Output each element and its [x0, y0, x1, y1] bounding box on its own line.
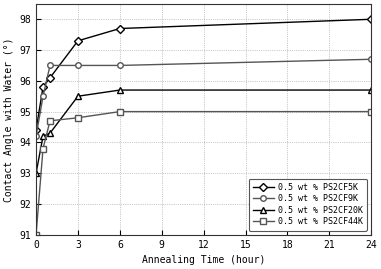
0.5 wt % PS2CF5K — [118, 27, 122, 30]
0.5 wt % PS2CF9K — [369, 58, 373, 61]
0.5 wt % PS2CF44K — [48, 119, 52, 122]
Legend: 0.5 wt % PS2CF5K, 0.5 wt % PS2CF9K, 0.5 wt % PS2CF20K, 0.5 wt % PS2CF44K: 0.5 wt % PS2CF5K, 0.5 wt % PS2CF9K, 0.5 … — [249, 179, 367, 231]
0.5 wt % PS2CF5K — [369, 18, 373, 21]
0.5 wt % PS2CF5K — [41, 85, 45, 89]
Y-axis label: Contact Angle with Water (°): Contact Angle with Water (°) — [4, 37, 14, 201]
0.5 wt % PS2CF44K — [41, 147, 45, 150]
0.5 wt % PS2CF44K — [118, 110, 122, 113]
0.5 wt % PS2CF9K — [41, 95, 45, 98]
0.5 wt % PS2CF5K — [48, 76, 52, 79]
0.5 wt % PS2CF44K — [76, 116, 80, 119]
Line: 0.5 wt % PS2CF20K: 0.5 wt % PS2CF20K — [33, 87, 374, 176]
0.5 wt % PS2CF9K — [48, 64, 52, 67]
0.5 wt % PS2CF5K — [76, 39, 80, 43]
Line: 0.5 wt % PS2CF5K: 0.5 wt % PS2CF5K — [33, 16, 374, 133]
0.5 wt % PS2CF5K — [34, 129, 38, 132]
0.5 wt % PS2CF9K — [34, 134, 38, 138]
0.5 wt % PS2CF20K — [118, 89, 122, 92]
Line: 0.5 wt % PS2CF44K: 0.5 wt % PS2CF44K — [33, 109, 374, 238]
0.5 wt % PS2CF20K — [41, 134, 45, 138]
0.5 wt % PS2CF9K — [76, 64, 80, 67]
0.5 wt % PS2CF44K — [369, 110, 373, 113]
0.5 wt % PS2CF44K — [34, 233, 38, 236]
0.5 wt % PS2CF20K — [34, 172, 38, 175]
X-axis label: Annealing Time (hour): Annealing Time (hour) — [142, 255, 265, 265]
0.5 wt % PS2CF9K — [118, 64, 122, 67]
0.5 wt % PS2CF20K — [76, 95, 80, 98]
Line: 0.5 wt % PS2CF9K: 0.5 wt % PS2CF9K — [33, 56, 374, 139]
0.5 wt % PS2CF20K — [369, 89, 373, 92]
0.5 wt % PS2CF20K — [48, 132, 52, 135]
